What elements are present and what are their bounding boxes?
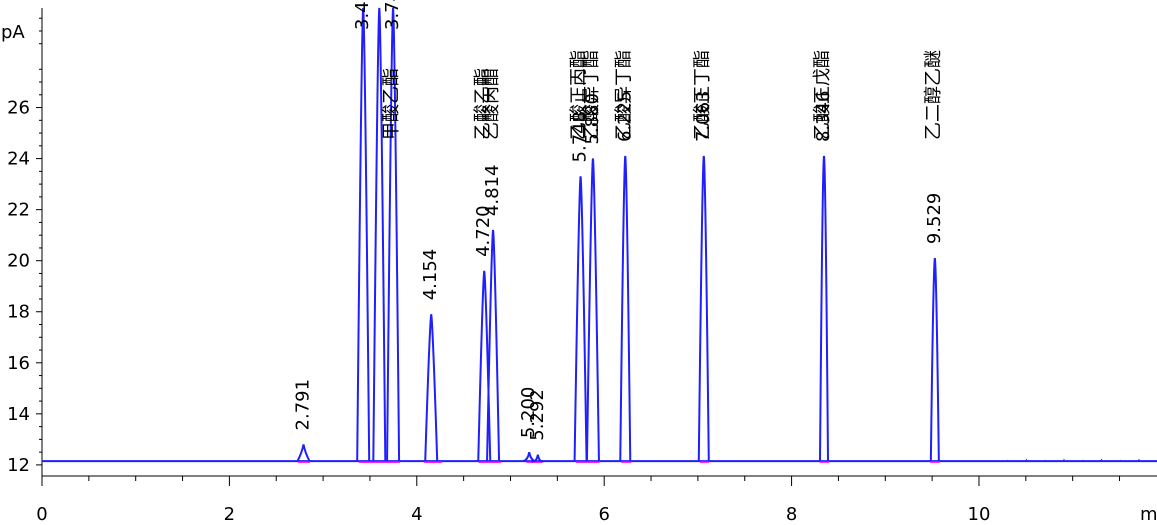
peak-label: 3.428 (352, 0, 373, 30)
y-tick-label: 24 (7, 149, 30, 170)
baseline-noise (1100, 458, 1103, 462)
compound-label: 乙酸正丁酯 (692, 50, 713, 140)
y-tick-label: 16 (7, 353, 30, 374)
compound-label: 乙二醇乙醚 (923, 50, 944, 140)
chromatogram-peak (573, 176, 588, 462)
peak-label: 4.814 (482, 165, 503, 217)
chromatogram-peak (818, 155, 829, 462)
peak-label: 4.720 (473, 205, 494, 257)
peak-label: 5.748 (570, 111, 591, 163)
baseline-noise (1081, 459, 1084, 462)
y-tick-label: 20 (7, 251, 30, 272)
chromatogram-peak (522, 451, 536, 463)
peak-label: 7.063 (693, 91, 714, 143)
peak-label: 5.200 (518, 387, 539, 439)
baseline-noise (1006, 459, 1009, 462)
baseline-noise (1025, 458, 1028, 462)
peak-label: 8.346 (813, 91, 834, 143)
chromatogram-peak (386, 7, 401, 462)
baseline-noise (1119, 459, 1121, 462)
compound-label: 乙酸乙酯 (472, 68, 493, 140)
x-tick-label: 4 (411, 504, 422, 525)
chromatogram-peak (697, 155, 710, 462)
chromatogram-peak (372, 7, 387, 462)
chromatogram-peak (585, 158, 600, 462)
chromatogram-peak (296, 444, 311, 462)
x-tick-label: 8 (786, 504, 797, 525)
x-tick-label: 2 (224, 504, 235, 525)
baseline-noise (1062, 458, 1065, 462)
trace-layer (42, 7, 1157, 463)
labels-layer: 2.791 3.428 3.747 甲酸乙酯 4.154 4.720 乙酸乙酯 4.814 乙酸… (293, 0, 945, 441)
baseline-noise (1137, 458, 1140, 462)
compound-label: 乙酸正丙酯 (569, 50, 590, 140)
compound-label: 乙酸异丁酯 (581, 50, 602, 140)
chromatogram-peak (929, 257, 940, 462)
chromatogram-peak (619, 155, 632, 462)
chromatogram-peak (486, 229, 501, 462)
y-axis-label: pA (1, 22, 25, 43)
chromatogram-peak (424, 314, 439, 462)
y-tick-label: 12 (7, 455, 30, 476)
compound-label: 甲酸乙酯 (381, 68, 402, 140)
y-tick-label: 22 (7, 200, 30, 221)
x-tick-label: 6 (598, 504, 609, 525)
chromatogram-peak (531, 454, 545, 463)
compound-label: 乙酸丙酯 (481, 68, 502, 140)
peak-label: 3.747 (382, 0, 403, 30)
x-tick-label: 0 (36, 504, 47, 525)
peak-label: 6.225 (614, 91, 635, 143)
compound-label: 乙酸正戊酯 (812, 50, 833, 140)
chromatogram-peak (356, 7, 371, 462)
y-tick-label: 26 (7, 98, 30, 119)
peak-label: 5.292 (527, 389, 548, 441)
axes: 1214161820222426pA0246810mi (1, 8, 1157, 525)
peak-label: 4.154 (420, 249, 441, 301)
peak-label: 2.791 (293, 379, 314, 431)
chromatogram-peak (477, 270, 492, 462)
y-tick-label: 14 (7, 404, 30, 425)
y-tick-label: 18 (7, 302, 30, 323)
x-axis-label: mi (1140, 504, 1157, 525)
x-tick-label: 10 (968, 504, 991, 525)
peak-label: 5.880 (582, 93, 603, 145)
compound-label: 乙酸异丁酯 (613, 50, 634, 140)
baseline-noise (1044, 459, 1046, 462)
peak-label: 9.529 (924, 193, 945, 245)
